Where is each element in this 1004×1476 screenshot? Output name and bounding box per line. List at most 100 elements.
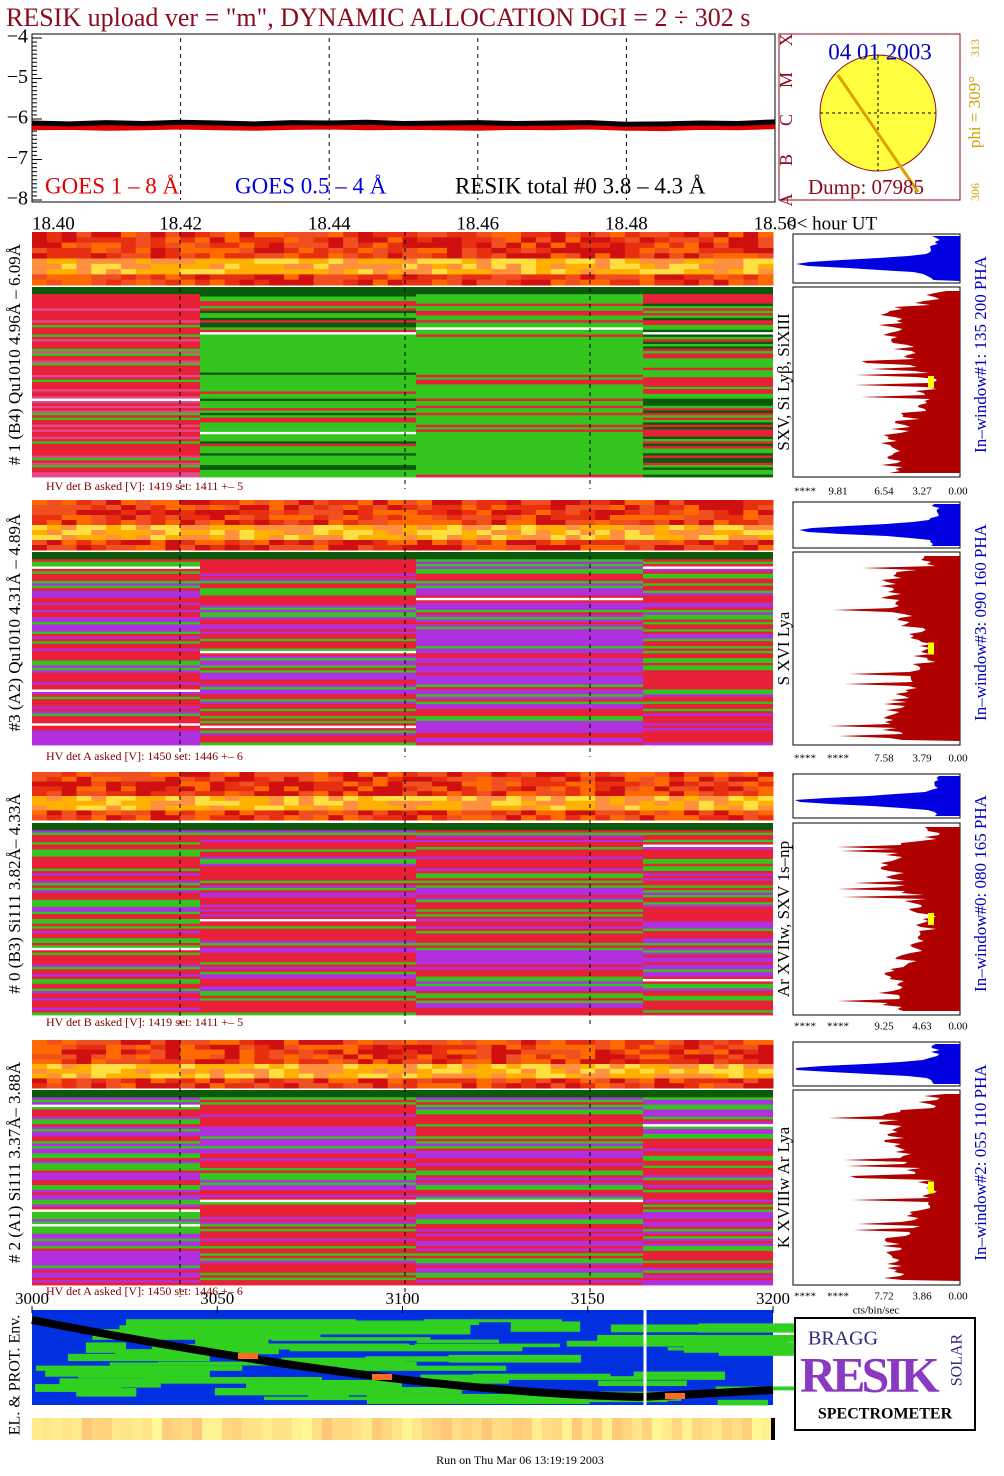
strip-cell [46,525,63,531]
strip-cell [387,796,403,802]
spectrum-row [643,955,773,958]
spectrum-row [200,358,416,362]
spectrum-row [416,602,643,606]
spectrum-row [416,737,643,741]
env-strip-cell [172,1418,183,1440]
env-strip-cell [492,1418,503,1440]
strip-cell [521,237,537,244]
strip-cell [358,1059,374,1065]
spectrum-row [643,1226,773,1230]
strip-cell [476,786,492,792]
strip-cell [535,772,552,778]
strip-cell [91,237,107,244]
strip-cell [402,263,418,270]
strip-cell [150,1049,166,1055]
spectrum-row [416,641,643,645]
strip-cell [358,500,374,506]
strip-cell [32,505,48,511]
strip-cell [239,781,255,787]
spectrum-row [32,1233,200,1237]
strip-cell [165,772,181,778]
spectrum-row [32,1231,200,1235]
strip-cell [684,247,700,254]
strip-cell [76,1040,92,1046]
spectrum-row [32,1272,200,1276]
strip-cell [565,535,581,541]
spectrum-row [32,921,200,925]
spectrum-row [32,940,200,944]
strip-cell [743,1059,759,1065]
strip-cell [565,247,581,254]
spectrum-row [200,360,416,364]
env-strip-cell [362,1418,373,1440]
strip-cell [298,530,315,536]
spectrum-row [200,883,416,886]
strip-cell [195,247,211,254]
env-strip-cell [62,1418,73,1440]
strip-cell [476,540,492,546]
env-blob [510,1321,581,1332]
strip-cell [32,520,48,526]
strip-cell [624,535,641,541]
strip-cell [624,815,641,821]
strip-cell [417,274,433,281]
strip-cell [550,800,567,807]
strip-cell [595,791,611,797]
strip-cell [269,510,285,516]
strip-cell [698,520,715,526]
spectrum-row [32,566,200,570]
strip-cell [313,805,329,811]
spectrum-row [200,979,416,982]
spectrum-row [416,890,643,893]
spectrum-row [643,1097,773,1101]
spectrum-row [200,1177,416,1181]
strip-cell [639,520,655,526]
strip-cell [120,505,137,511]
strip-cell [654,805,670,811]
spectrum-row [200,1270,416,1274]
spectrum-row [32,638,200,642]
strip-cell [432,1078,448,1084]
strip-cell [550,1054,567,1060]
strip-cell [180,1073,196,1079]
spectrum-row [416,646,643,649]
strip-cell [506,1083,522,1089]
strip-cell [372,520,389,526]
strip-cell [180,274,196,281]
strip-cell [150,253,166,259]
strip-cell [506,796,522,802]
spectrum-row [200,638,416,642]
sun-date: 04 01 2003 [828,39,932,64]
strip-cell [254,258,270,265]
strip-cell [195,505,211,511]
strip-cell [46,1073,63,1079]
strip-cell [387,279,403,286]
strip-cell [32,545,48,551]
strip-cell [654,1049,670,1055]
spectrum-row [416,287,643,290]
strip-cell [565,510,581,516]
spectrum-row [200,571,416,575]
strip-cell [76,535,92,541]
spectrum-row [643,372,773,376]
spectrum-row [200,928,416,932]
strip-cell [358,1083,374,1089]
strip-cell [432,505,448,511]
env-blob [424,1319,562,1323]
strip-cell [224,258,240,265]
strip-cell [565,781,581,787]
spectrum-row [643,398,773,402]
strip-cell [135,1083,152,1089]
strip-cell [106,535,122,541]
strip-cell [76,1044,92,1051]
spectrum-row [32,386,200,390]
spectrum-row [200,832,416,836]
spectrum-row [643,1253,773,1257]
spectrum-row [643,655,773,659]
strip-cell [106,500,122,506]
strip-cell [476,269,492,275]
spectrum-row [200,1241,416,1244]
spectrum-row [416,986,643,989]
spectrum-row [200,682,416,686]
spectrum-row [200,847,416,850]
